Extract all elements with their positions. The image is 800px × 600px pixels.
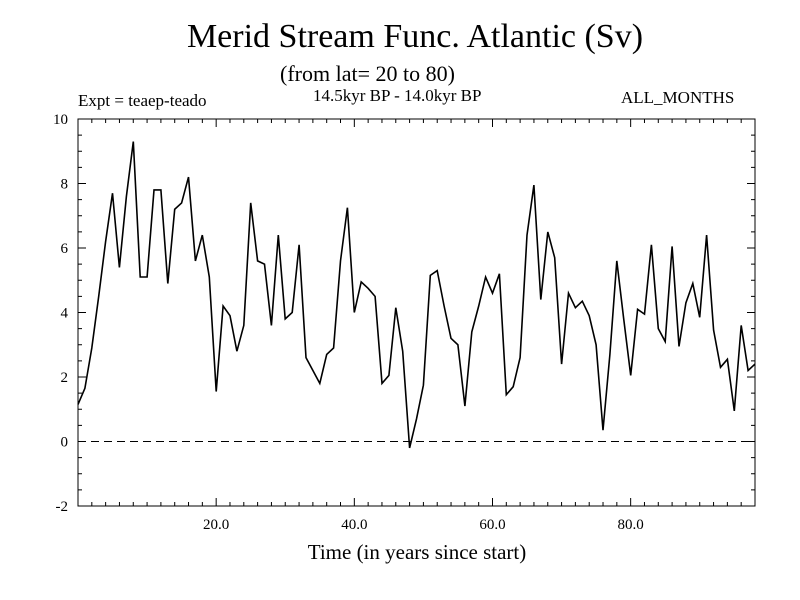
y-tick-label: 2 bbox=[61, 370, 69, 386]
plot-frame bbox=[77, 118, 756, 507]
x-tick-label: 40.0 bbox=[341, 517, 367, 533]
x-tick-label: 60.0 bbox=[479, 517, 505, 533]
y-tick-label: 10 bbox=[53, 112, 68, 128]
chart-subtitle: (from lat= 20 to 80) bbox=[280, 61, 455, 86]
months-label: ALL_MONTHS bbox=[621, 88, 735, 107]
experiment-label: Expt = teaep-teado bbox=[78, 91, 207, 110]
y-tick-label: 0 bbox=[61, 435, 69, 451]
axis-ticks bbox=[78, 118, 755, 507]
tick-labels: -2 0 2 4 6 8 10 20.0 40.0 60.0 80.0 bbox=[53, 112, 644, 533]
y-tick-label: -2 bbox=[56, 499, 69, 515]
y-tick-label: 4 bbox=[61, 306, 69, 322]
x-tick-label: 80.0 bbox=[618, 517, 644, 533]
period-label: 14.5kyr BP - 14.0kyr BP bbox=[313, 86, 482, 105]
y-tick-label: 8 bbox=[61, 177, 69, 193]
x-tick-label: 20.0 bbox=[203, 517, 229, 533]
y-tick-label: 6 bbox=[61, 241, 69, 257]
chart-title: Merid Stream Func. Atlantic (Sv) bbox=[186, 18, 644, 55]
x-axis-label: Time (in years since start) bbox=[307, 540, 527, 564]
series-layer bbox=[77, 141, 756, 449]
series-line bbox=[77, 141, 756, 449]
